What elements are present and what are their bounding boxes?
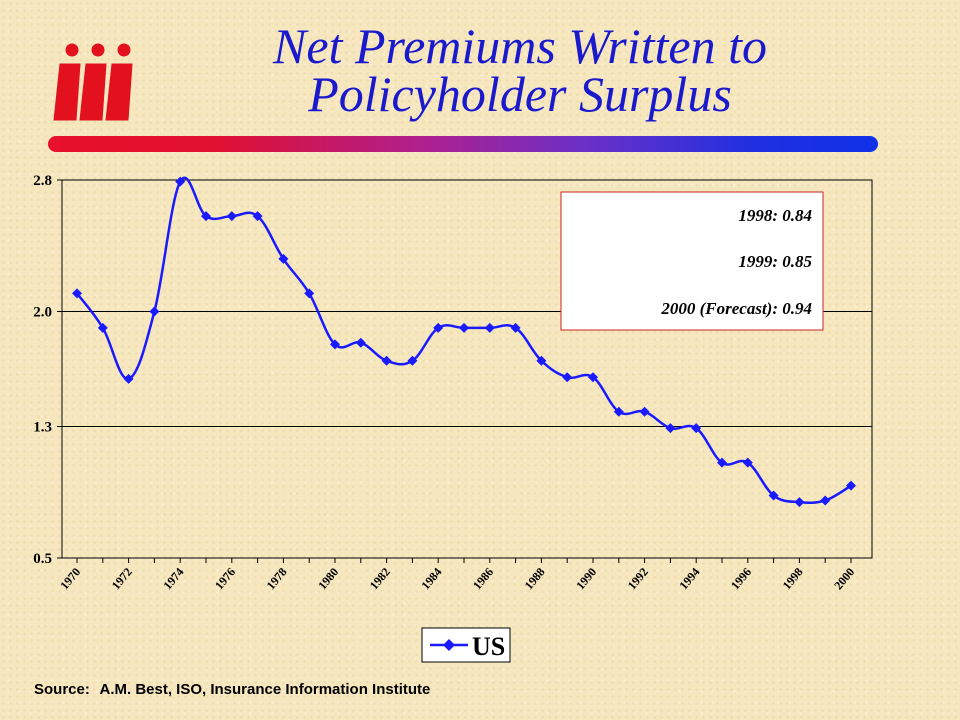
data-point-marker <box>226 211 237 222</box>
data-point-marker <box>510 322 521 333</box>
x-tick-label: 2000 <box>831 565 857 592</box>
annotation-1998: 1998: 0.84 <box>738 206 812 225</box>
data-point-marker <box>484 322 495 333</box>
y-tick-label: 0.5 <box>33 551 52 567</box>
data-point-marker <box>407 355 418 366</box>
page-title: Net Premiums Written to Policyholder Sur… <box>150 18 890 122</box>
annotation-box: 1998: 0.84 1999: 0.85 2000 (Forecast): 0… <box>560 191 824 331</box>
data-point-marker <box>536 355 547 366</box>
legend-marker-icon <box>443 639 455 651</box>
x-tick-label: 1996 <box>728 565 754 592</box>
data-point-marker <box>613 406 624 417</box>
x-tick-label: 1972 <box>109 565 135 592</box>
plot-area <box>61 179 873 559</box>
title-line-2: Policyholder Surplus <box>308 66 732 122</box>
data-point-marker <box>278 253 289 264</box>
data-point-marker <box>562 372 573 383</box>
data-point-marker <box>175 176 186 187</box>
x-tick-label: 1990 <box>573 565 599 592</box>
x-tick-label: 1974 <box>160 565 186 592</box>
title-underline-bar <box>48 136 878 152</box>
x-tick-label: 1986 <box>470 565 496 592</box>
source-label: Source: <box>34 681 90 698</box>
data-point-marker <box>355 337 366 348</box>
data-point-marker <box>691 423 702 434</box>
x-tick-label: 1994 <box>676 565 702 592</box>
iii-logo-graphic <box>53 43 133 121</box>
data-point-marker <box>768 490 779 501</box>
iii-logo <box>50 40 140 125</box>
data-point-marker <box>665 423 676 434</box>
data-point-marker <box>330 339 340 350</box>
chart-svg: 0.5 1.3 2.0 2.8 1970 1972 1974 1976 1978 1980 198… <box>33 173 873 663</box>
data-point-marker <box>639 406 650 417</box>
data-point-marker <box>820 495 831 506</box>
data-point-marker <box>742 457 753 468</box>
legend-label-us: US <box>472 632 505 661</box>
annotation-box-frame <box>560 191 824 331</box>
source-text: A.M. Best, ISO, Insurance Information In… <box>99 681 431 698</box>
annotation-2000-forecast: 2000 (Forecast): 0.94 <box>660 299 812 318</box>
line-chart: 0.5 1.3 2.0 2.8 1970 1972 1974 1976 1978 1980 198… <box>0 160 960 680</box>
x-tick-label: 1970 <box>57 565 83 592</box>
x-tick-label: 1988 <box>522 565 548 592</box>
data-point-marker <box>252 211 263 222</box>
data-point-marker <box>304 288 315 299</box>
title-line-1: Net Premiums Written to <box>273 18 767 74</box>
data-point-marker <box>459 322 469 333</box>
x-tick-label: 1978 <box>264 565 290 592</box>
data-point-marker <box>149 306 160 317</box>
data-point-marker <box>433 322 444 333</box>
y-tick-label: 1.3 <box>33 420 52 436</box>
data-point-marker <box>72 288 82 299</box>
data-point-marker <box>846 480 856 491</box>
x-tick-label: 1992 <box>625 565 651 592</box>
data-point-marker <box>97 322 108 333</box>
data-point-marker <box>588 372 598 383</box>
data-point-marker <box>794 497 805 508</box>
x-tick-label: 1980 <box>315 565 341 592</box>
data-point-marker <box>717 457 727 468</box>
y-tick-label: 2.0 <box>33 304 52 320</box>
data-point-marker <box>123 373 134 384</box>
source-note: Source: A.M. Best, ISO, Insurance Inform… <box>34 681 436 698</box>
legend: US <box>421 627 511 663</box>
x-tick-label: 1984 <box>418 565 444 592</box>
data-point-marker <box>201 211 211 222</box>
x-tick-label: 1982 <box>367 565 393 592</box>
data-point-marker <box>381 355 392 366</box>
y-tick-label: 2.8 <box>33 173 52 189</box>
x-tick-label: 1998 <box>780 565 806 592</box>
annotation-1999: 1999: 0.85 <box>738 252 812 271</box>
x-tick-label: 1976 <box>212 565 238 592</box>
